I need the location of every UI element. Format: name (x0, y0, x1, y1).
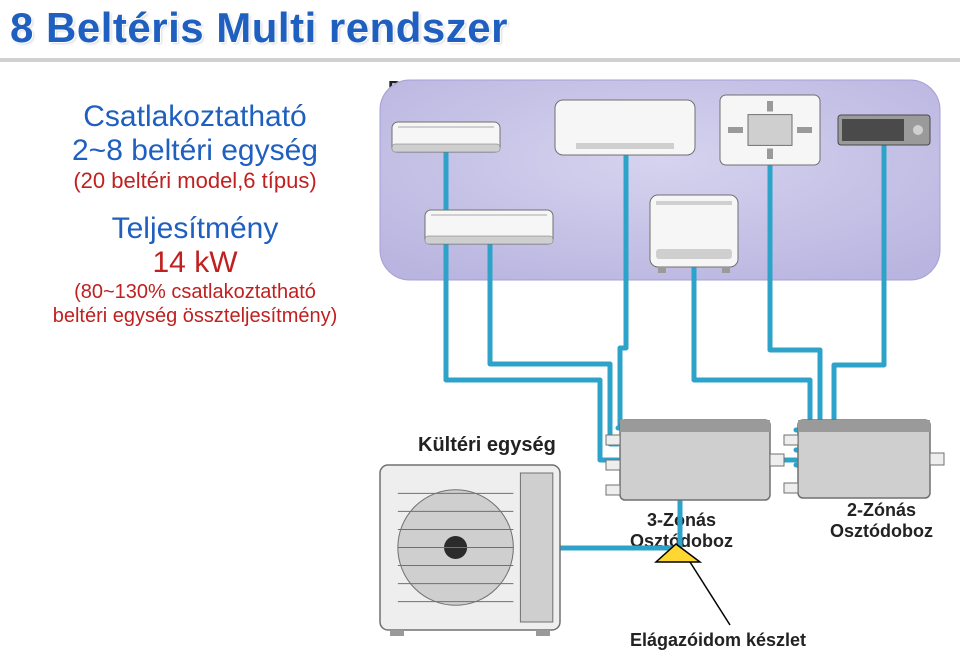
system-diagram (0, 0, 960, 669)
